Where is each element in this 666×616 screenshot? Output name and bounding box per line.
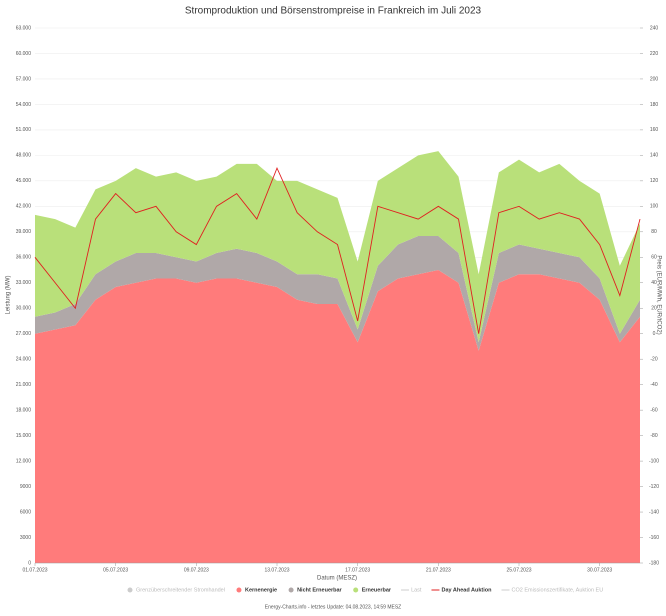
legend-swatch xyxy=(353,587,359,593)
y-tick-label: 6000 xyxy=(20,509,31,515)
y-tick-label: 24.000 xyxy=(16,357,32,363)
y-tick-label: 36.000 xyxy=(16,255,32,261)
y-tick-label: 0 xyxy=(28,560,31,566)
area xyxy=(35,270,640,563)
y2-axis-label: Preis (EUR/MWh, EUR/tCO2) xyxy=(655,255,661,334)
y2-tick-label: 40 xyxy=(651,280,657,286)
legend-label: CO2 Emissionszertifikate, Auktion EU xyxy=(511,587,603,593)
y-tick-label: 30.000 xyxy=(16,306,32,312)
y-tick-label: 42.000 xyxy=(16,204,32,210)
y2-tick-label: -120 xyxy=(649,484,659,490)
y-tick-label: 12.000 xyxy=(16,458,32,464)
y2-tick-label: -180 xyxy=(649,560,659,566)
y-tick-label: 9000 xyxy=(20,484,31,490)
y-tick-label: 45.000 xyxy=(16,178,32,184)
area xyxy=(35,236,640,351)
y-tick-label: 54.000 xyxy=(16,102,32,108)
y2-tick-label: -160 xyxy=(649,535,659,541)
x-axis-label: Datum (MESZ) xyxy=(317,576,357,582)
y2-tick-label: 0 xyxy=(653,331,656,337)
y2-tick-label: 60 xyxy=(651,255,657,261)
y2-tick-label: -100 xyxy=(649,458,659,464)
legend-swatch xyxy=(236,587,242,593)
x-tick-label: 17.07.2023 xyxy=(345,567,370,573)
y-tick-label: 21.000 xyxy=(16,382,32,388)
y-tick-label: 18.000 xyxy=(16,407,32,413)
legend-label: Kernenergie xyxy=(245,587,277,593)
legend-label: Last xyxy=(411,587,422,593)
y2-tick-label: 120 xyxy=(650,178,659,184)
x-tick-label: 01.07.2023 xyxy=(22,567,47,573)
y2-tick-label: 200 xyxy=(650,76,659,82)
y-axis-label: Leistung (MW) xyxy=(6,275,12,314)
y2-tick-label: 220 xyxy=(650,51,659,57)
y2-tick-label: 180 xyxy=(650,102,659,108)
x-tick-label: 21.07.2023 xyxy=(426,567,451,573)
area xyxy=(35,151,640,343)
x-tick-label: 13.07.2023 xyxy=(264,567,289,573)
y2-tick-label: 240 xyxy=(650,25,659,31)
legend-label: Nicht Erneuerbar xyxy=(297,587,342,593)
y-tick-label: 33.000 xyxy=(16,280,32,286)
legend-label: Day Ahead Auktion xyxy=(441,587,492,593)
legend-label: Erneuerbar xyxy=(362,587,392,593)
y2-tick-label: 140 xyxy=(650,153,659,159)
y2-tick-label: 80 xyxy=(651,229,657,235)
y2-tick-label: 20 xyxy=(651,306,657,312)
footer: Energy-Charts.info - letztes Update: 04.… xyxy=(265,604,401,610)
y-tick-label: 39.000 xyxy=(16,229,32,235)
x-tick-label: 25.07.2023 xyxy=(506,567,531,573)
legend-swatch xyxy=(288,587,294,593)
y-tick-label: 15.000 xyxy=(16,433,32,439)
y-tick-label: 63.000 xyxy=(16,25,32,31)
x-tick-label: 09.07.2023 xyxy=(184,567,209,573)
x-tick-label: 30.07.2023 xyxy=(587,567,612,573)
y2-tick-label: 160 xyxy=(650,127,659,133)
y2-tick-label: -40 xyxy=(650,382,657,388)
y2-tick-label: -60 xyxy=(650,407,657,413)
chart-title: Stromproduktion und Börsenstrompreise in… xyxy=(185,6,482,17)
y2-tick-label: -20 xyxy=(650,357,657,363)
y-tick-label: 27.000 xyxy=(16,331,32,337)
price-line xyxy=(34,166,641,334)
y-tick-label: 51.000 xyxy=(16,127,32,133)
y-tick-label: 48.000 xyxy=(16,153,32,159)
y-tick-label: 60.000 xyxy=(16,51,32,57)
legend-swatch xyxy=(127,587,133,593)
y2-tick-label: -80 xyxy=(650,433,657,439)
y-tick-label: 3000 xyxy=(20,535,31,541)
y-tick-label: 57.000 xyxy=(16,76,32,82)
y2-tick-label: -140 xyxy=(649,509,659,515)
x-tick-label: 05.07.2023 xyxy=(103,567,128,573)
y2-tick-label: 100 xyxy=(650,204,659,210)
legend-label: Grenzüberschreitender Stromhandel xyxy=(136,587,225,593)
